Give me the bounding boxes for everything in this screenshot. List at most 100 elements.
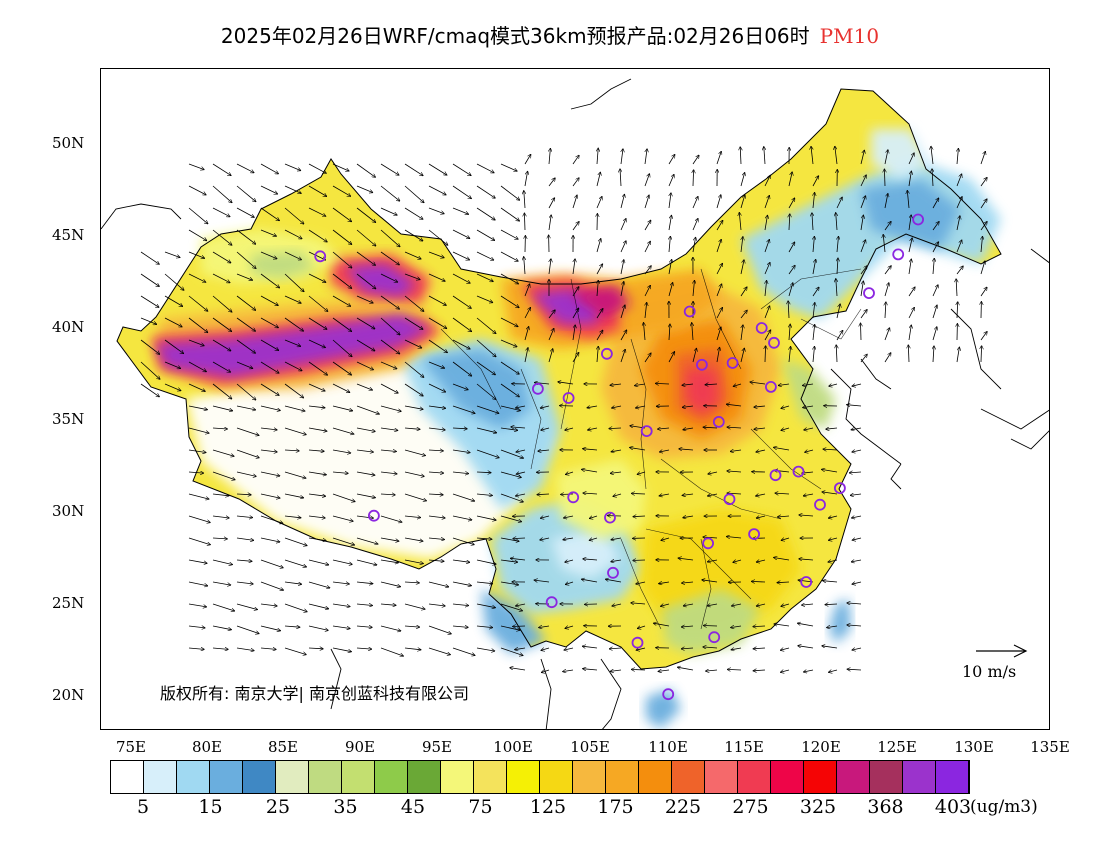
- wind-arrow: [476, 603, 496, 608]
- wind-arrow: [610, 670, 622, 671]
- wind-arrow: [860, 215, 863, 231]
- wind-arrow: [284, 450, 299, 451]
- wind-arrow: [476, 295, 493, 303]
- colorbar-cell: [738, 761, 771, 793]
- wind-arrow: [332, 339, 352, 357]
- wind-arrow: [668, 352, 675, 363]
- wind-arrow: [510, 668, 526, 671]
- wind-arrow: [780, 670, 790, 672]
- colorbar-cell: [342, 761, 375, 793]
- wind-arrow: [620, 349, 625, 363]
- wind-arrow: [682, 406, 694, 407]
- colorbar-cell: [276, 761, 309, 793]
- wind-arrow: [140, 361, 160, 379]
- wind-arrow: [404, 648, 421, 650]
- wind-arrow: [380, 515, 402, 522]
- wind-arrow: [956, 174, 962, 187]
- wind-arrow: [524, 191, 525, 209]
- wind-arrow: [778, 384, 790, 386]
- wind-arrow: [308, 625, 328, 630]
- wind-arrow: [516, 450, 526, 452]
- wind-arrow: [908, 345, 909, 363]
- station-marker: [604, 511, 616, 524]
- wind-arrow: [452, 449, 470, 453]
- wind-arrow: [957, 148, 958, 165]
- wind-arrow: [980, 287, 987, 297]
- wind-arrow: [860, 175, 866, 187]
- wind-arrow: [636, 406, 646, 408]
- station-marker: [769, 469, 782, 482]
- wind-arrow: [541, 648, 550, 650]
- station-marker: [755, 322, 768, 334]
- wind-arrow: [753, 670, 766, 671]
- station-markers: [314, 213, 924, 701]
- wind-arrow: [884, 150, 888, 165]
- wind-arrow: [726, 404, 742, 406]
- wind-arrow: [476, 405, 499, 413]
- wind-arrow: [837, 258, 838, 275]
- wind-arrow: [260, 207, 279, 221]
- wind-arrow: [540, 406, 550, 408]
- wind-arrow: [284, 427, 306, 435]
- station-marker: [792, 465, 805, 478]
- wind-arrow: [681, 648, 694, 649]
- wind-arrow: [308, 339, 325, 348]
- wind-arrow: [380, 450, 396, 452]
- wind-arrow: [236, 427, 259, 435]
- wind-arrow: [236, 229, 256, 244]
- wind-arrow: [500, 295, 519, 308]
- wind-arrow: [739, 212, 741, 231]
- wind-arrow: [693, 170, 694, 187]
- wind-arrow: [613, 494, 622, 496]
- wind-arrow: [212, 603, 235, 611]
- wind-arrow: [188, 559, 207, 563]
- wind-arrow: [452, 273, 470, 283]
- china-border: [116, 88, 1002, 670]
- wind-arrow: [380, 537, 399, 541]
- wind-arrow: [188, 648, 204, 649]
- wind-arrow: [885, 302, 886, 319]
- wind-arrow: [540, 516, 550, 518]
- colorbar-cell: [408, 761, 441, 793]
- wind-arrow: [565, 582, 574, 585]
- wind-arrow: [754, 406, 766, 407]
- station-marker: [696, 358, 708, 371]
- wind-arrow: [753, 626, 766, 627]
- wind-arrow: [188, 603, 207, 607]
- wind-arrow: [803, 494, 814, 496]
- wind-arrow: [308, 295, 328, 312]
- wind-arrow: [476, 317, 496, 334]
- wind-arrow: [707, 560, 718, 562]
- wind-arrow: [236, 273, 253, 280]
- wind-arrow: [836, 213, 837, 231]
- wind-arrow: [188, 207, 208, 224]
- wind-arrow: [428, 625, 451, 634]
- wind-arrow: [610, 384, 622, 385]
- wind-arrow: [589, 538, 598, 540]
- wind-arrow: [164, 273, 184, 290]
- wind-arrow: [452, 361, 472, 376]
- wind-arrow: [827, 626, 838, 628]
- wind-arrow: [716, 195, 721, 209]
- wind-arrow: [452, 537, 474, 545]
- wind-arrow: [452, 515, 472, 520]
- wind-arrow: [236, 647, 254, 651]
- wind-arrow: [308, 207, 326, 216]
- colorbar-cell: [771, 761, 804, 793]
- wind-arrow: [799, 559, 814, 560]
- wind-arrow: [847, 669, 862, 670]
- wind-arrow: [980, 332, 987, 341]
- wind-arrow: [380, 185, 400, 201]
- wind-arrow: [764, 262, 770, 275]
- wind-arrow: [884, 221, 891, 231]
- wind-arrow: [852, 450, 862, 452]
- wind-arrow: [637, 472, 646, 474]
- colorbar-cell: [309, 761, 342, 793]
- wind-arrow: [212, 449, 234, 456]
- lon-label-120: 120E: [801, 738, 841, 756]
- wind-arrow: [703, 647, 718, 648]
- station-marker: [800, 576, 813, 588]
- wind-arrow: [727, 493, 742, 494]
- wind-arrow: [908, 215, 911, 231]
- wind-arrow: [708, 472, 718, 474]
